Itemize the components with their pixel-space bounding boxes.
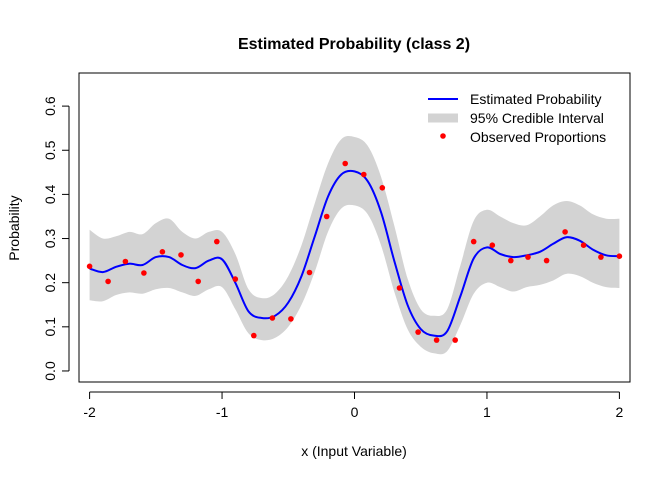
observed-point: [306, 269, 313, 276]
observed-point: [452, 337, 459, 343]
chart-title: Estimated Probability (class 2): [238, 36, 470, 53]
x-tick-label: -1: [216, 404, 229, 420]
observed-point: [616, 253, 623, 259]
y-tick-label: 0.4: [42, 184, 58, 204]
observed-point: [86, 263, 93, 270]
legend-label-observed: Observed Proportions: [470, 129, 606, 145]
observed-point: [508, 257, 514, 264]
observed-point: [105, 278, 111, 285]
plot-frame: [78, 72, 631, 383]
observed-point: [251, 332, 257, 339]
estimated-probability-line: [89, 169, 620, 338]
x-tick-label: 0: [351, 404, 359, 420]
x-axis: -2 -1 0 1 2: [83, 391, 624, 420]
y-tick-label: 0.6: [42, 96, 58, 116]
credible-interval-band: [89, 136, 620, 355]
y-tick-label: 0.2: [42, 273, 58, 293]
observed-point: [214, 238, 220, 245]
y-tick-label: 0.5: [42, 140, 58, 160]
observed-point: [195, 278, 201, 285]
observed-point: [379, 185, 386, 191]
observed-point: [269, 315, 276, 321]
observed-point: [598, 254, 604, 260]
y-axis-label: Probability: [6, 195, 22, 260]
observed-point: [178, 252, 184, 258]
observed-point: [288, 316, 294, 322]
observed-point: [562, 229, 568, 235]
legend-label-interval: 95% Credible Interval: [470, 110, 604, 126]
x-tick-label: 2: [616, 404, 624, 420]
observed-points: [86, 160, 623, 343]
legend: Estimated Probability 95% Credible Inter…: [428, 91, 606, 145]
observed-point: [543, 257, 550, 264]
observed-point: [323, 213, 330, 220]
observed-point: [415, 329, 421, 335]
legend-observed-swatch: [440, 133, 446, 139]
observed-point: [489, 242, 496, 248]
observed-point: [433, 337, 440, 343]
x-tick-label: -2: [83, 404, 96, 420]
legend-label-estimate: Estimated Probability: [470, 91, 602, 107]
observed-point: [342, 160, 349, 167]
observed-point: [396, 285, 403, 291]
x-axis-label: x (Input Variable): [301, 443, 407, 459]
x-tick-label: 1: [483, 404, 491, 420]
observed-point: [141, 270, 147, 276]
plot-area: [86, 136, 623, 355]
y-tick-label: 0.3: [42, 229, 58, 249]
observed-point: [470, 238, 477, 245]
observed-point: [525, 254, 531, 260]
observed-point: [122, 258, 129, 265]
observed-point: [580, 242, 587, 248]
y-axis: 0.0 0.1 0.2 0.3 0.4 0.5 0.6: [42, 96, 70, 381]
y-tick-label: 0.0: [42, 361, 58, 381]
y-tick-label: 0.1: [42, 317, 58, 337]
observed-point: [232, 276, 239, 282]
observed-point: [159, 249, 166, 255]
observed-point: [361, 171, 367, 178]
